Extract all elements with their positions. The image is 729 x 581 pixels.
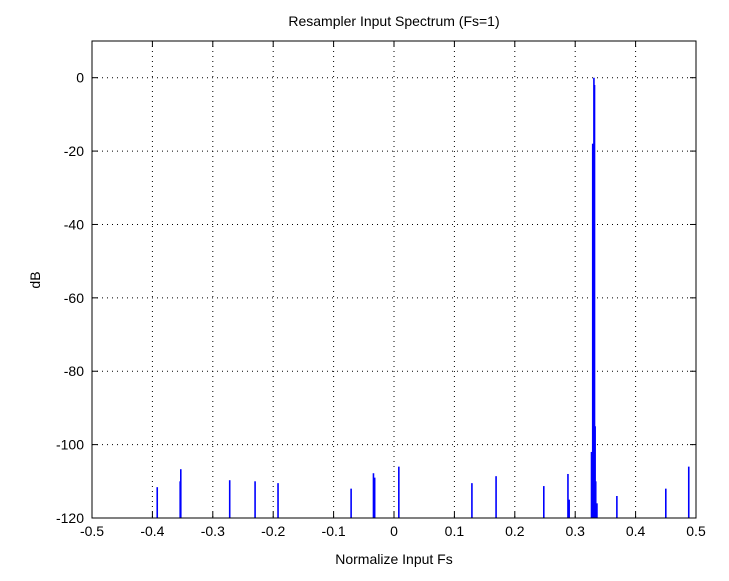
x-tick-label: 0.4	[626, 523, 646, 539]
x-tick-label: -0.1	[322, 523, 346, 539]
spectrum-series	[156, 77, 690, 518]
y-tick-label: 0	[76, 70, 84, 86]
axis-ticks: -0.5 -0.4 -0.3 -0.2 -0.1 0 0.1 0.2 0.3 0.4 0.5 0 -20…	[56, 41, 706, 539]
y-tick-label: -60	[64, 290, 84, 306]
x-tick-label: -0.3	[201, 523, 225, 539]
y-axis-label: dB	[27, 271, 43, 288]
x-tick-label: -0.4	[140, 523, 164, 539]
x-tick-label: 0.3	[565, 523, 585, 539]
y-tick-label: -20	[64, 143, 84, 159]
x-tick-label: 0.1	[445, 523, 465, 539]
chart-title: Resampler Input Spectrum (Fs=1)	[288, 13, 499, 29]
x-tick-label: 0.5	[686, 523, 706, 539]
y-tick-label: -80	[64, 363, 84, 379]
y-tick-label: -100	[56, 437, 84, 453]
x-tick-label: 0.2	[505, 523, 525, 539]
grid	[92, 41, 696, 518]
y-tick-label: -40	[64, 216, 84, 232]
x-tick-label: -0.2	[261, 523, 285, 539]
x-axis-label: Normalize Input Fs	[335, 551, 452, 567]
x-tick-label: -0.5	[80, 523, 104, 539]
y-tick-label: -120	[56, 510, 84, 526]
x-tick-label: 0	[390, 523, 398, 539]
